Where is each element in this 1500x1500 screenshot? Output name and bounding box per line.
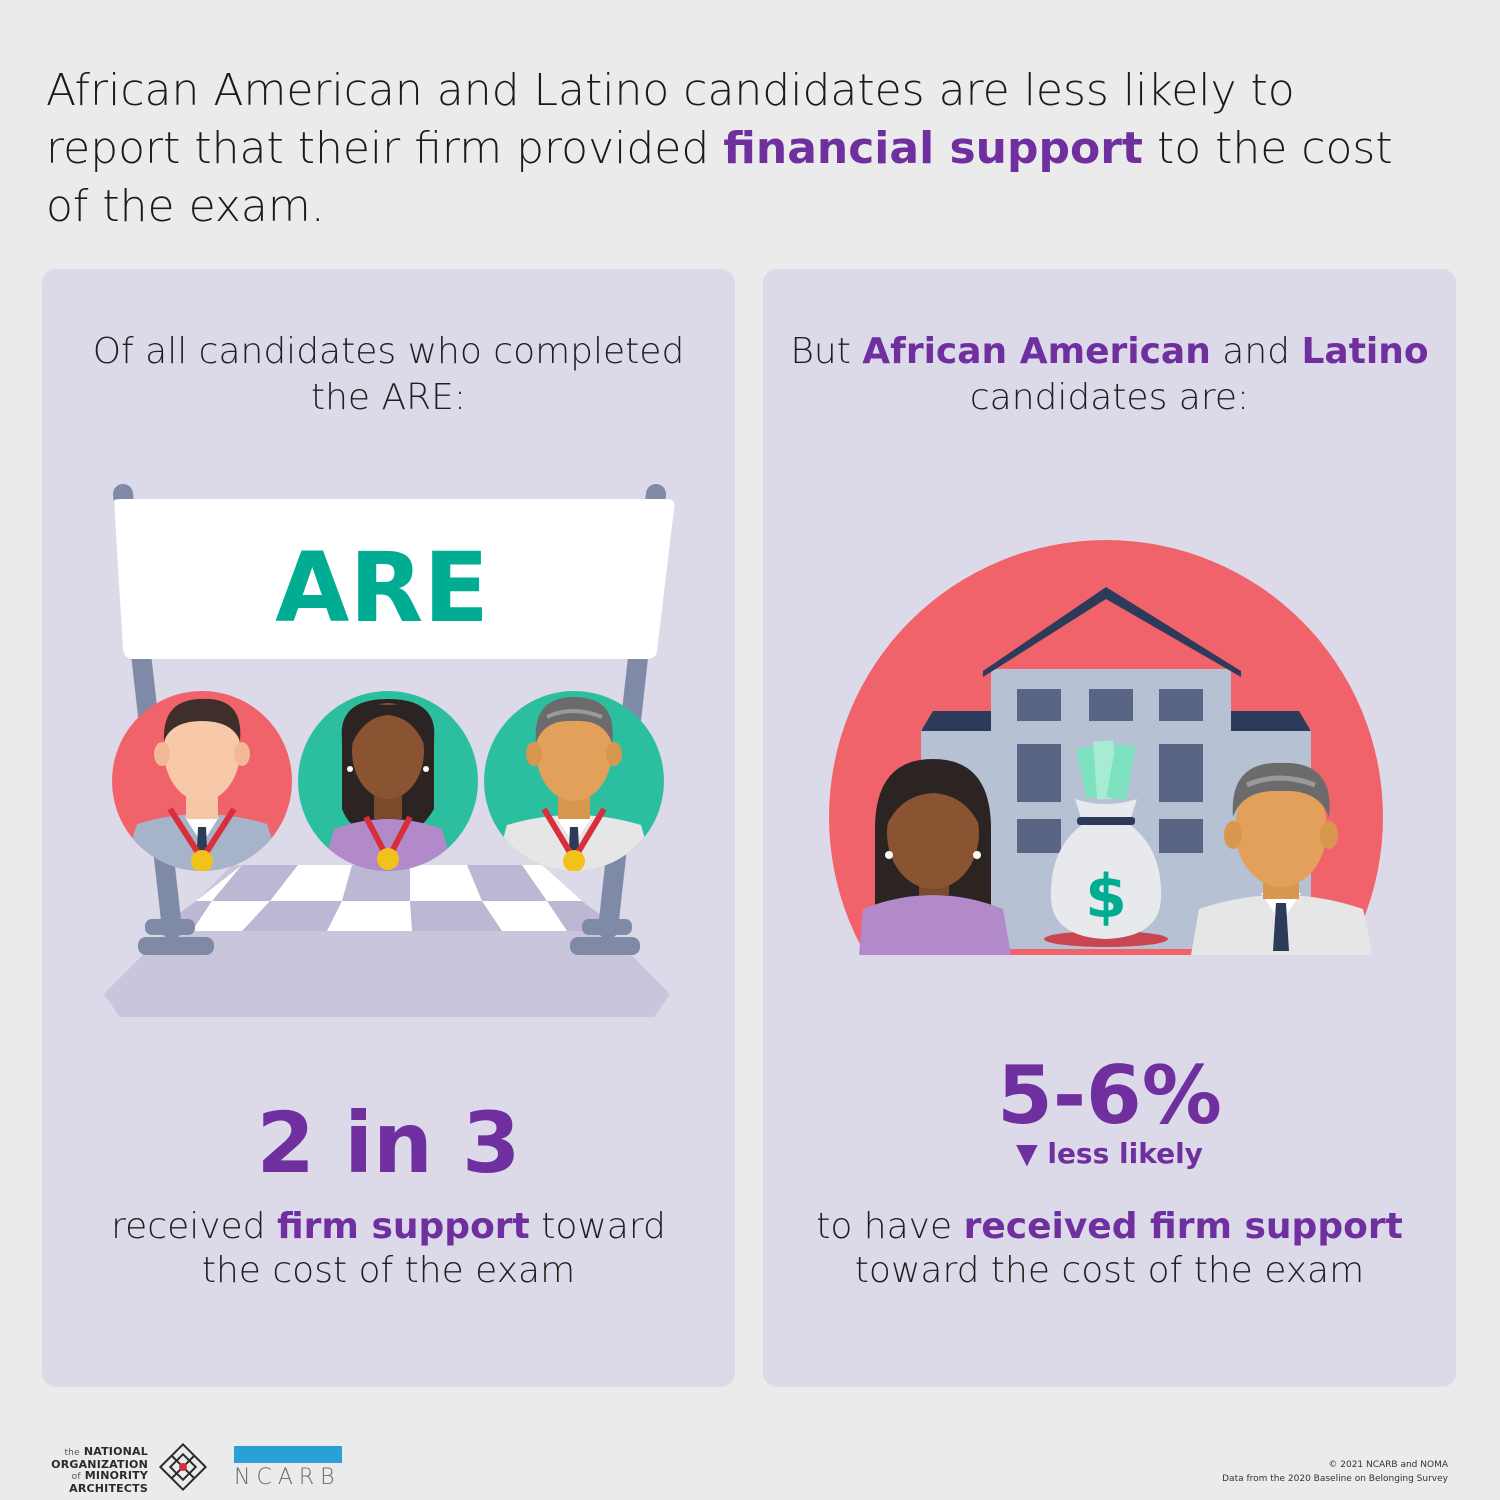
noma-logo-text: the NATIONAL ORGANIZATION of MINORITY AR… xyxy=(51,1445,148,1495)
right-desc-line-2: toward the cost of the exam xyxy=(854,1250,1365,1291)
are-podium-illustration: ARE xyxy=(104,484,675,1017)
right-desc-start: to have xyxy=(816,1206,964,1247)
headline-line-1: African American and Latino candidates a… xyxy=(46,65,1295,116)
left-card: Of all candidates who completed the ARE: xyxy=(42,269,735,1387)
headline-line-3: of the exam. xyxy=(46,181,325,232)
left-stat: 2 in 3 xyxy=(256,1094,521,1192)
headline: African American and Latino candidates a… xyxy=(46,62,1446,236)
right-title-line-2: candidates are: xyxy=(969,377,1250,418)
left-title-line-1: Of all candidates who completed xyxy=(92,331,685,372)
dollar-symbol: $ xyxy=(1085,862,1127,932)
are-banner xyxy=(114,499,675,659)
candidate-avatar-3 xyxy=(484,691,664,871)
right-desc-highlight: received firm support xyxy=(963,1206,1403,1247)
man-figure xyxy=(1191,762,1373,955)
right-stat: 5-6% xyxy=(997,1049,1222,1142)
building-windows xyxy=(1017,689,1203,853)
money-bag-icon: $ xyxy=(1044,740,1168,947)
right-description: to have received firm support toward the… xyxy=(763,1205,1456,1293)
left-card-title: Of all candidates who completed the ARE: xyxy=(42,329,735,421)
candidate-avatar-2 xyxy=(298,691,478,871)
left-title-line-2: the ARE: xyxy=(310,377,467,418)
candidate-avatar-1 xyxy=(112,691,292,871)
right-card: But African American and Latino candidat… xyxy=(763,269,1456,1387)
left-desc-line1-end: toward xyxy=(529,1206,666,1247)
headline-highlight: financial support xyxy=(723,123,1143,174)
ncarb-logo-bar xyxy=(234,1446,342,1463)
right-title-mid: and xyxy=(1210,331,1302,372)
right-title-em-2: Latino xyxy=(1301,331,1429,372)
are-banner-text: ARE xyxy=(275,532,489,644)
firm-support-illustration: $ xyxy=(829,540,1383,955)
credits: © 2021 NCARB and NOMA Data from the 2020… xyxy=(1222,1458,1448,1486)
left-description: received firm support toward the cost of… xyxy=(42,1205,735,1293)
headline-line-2-end: to the cost xyxy=(1142,123,1393,174)
source-text: Data from the 2020 Baseline on Belonging… xyxy=(1222,1474,1448,1484)
left-desc-highlight: firm support xyxy=(276,1206,530,1247)
right-title-start: But xyxy=(790,331,863,372)
ncarb-logo: NCARB xyxy=(234,1446,342,1490)
headline-line-2-start: report that their firm provided xyxy=(46,123,724,174)
noma-emblem-icon xyxy=(158,1442,208,1492)
less-likely-note: ▼ less likely xyxy=(1016,1137,1203,1170)
woman-figure xyxy=(859,759,1011,955)
right-title-em-1: African American xyxy=(862,331,1211,372)
checkered-floor xyxy=(154,865,622,931)
left-desc-start: received xyxy=(111,1206,277,1247)
right-card-title: But African American and Latino candidat… xyxy=(763,329,1456,421)
copyright-text: © 2021 NCARB and NOMA xyxy=(1328,1460,1448,1470)
ncarb-logo-text: NCARB xyxy=(234,1465,341,1490)
left-desc-line-2: the cost of the exam xyxy=(201,1250,576,1291)
